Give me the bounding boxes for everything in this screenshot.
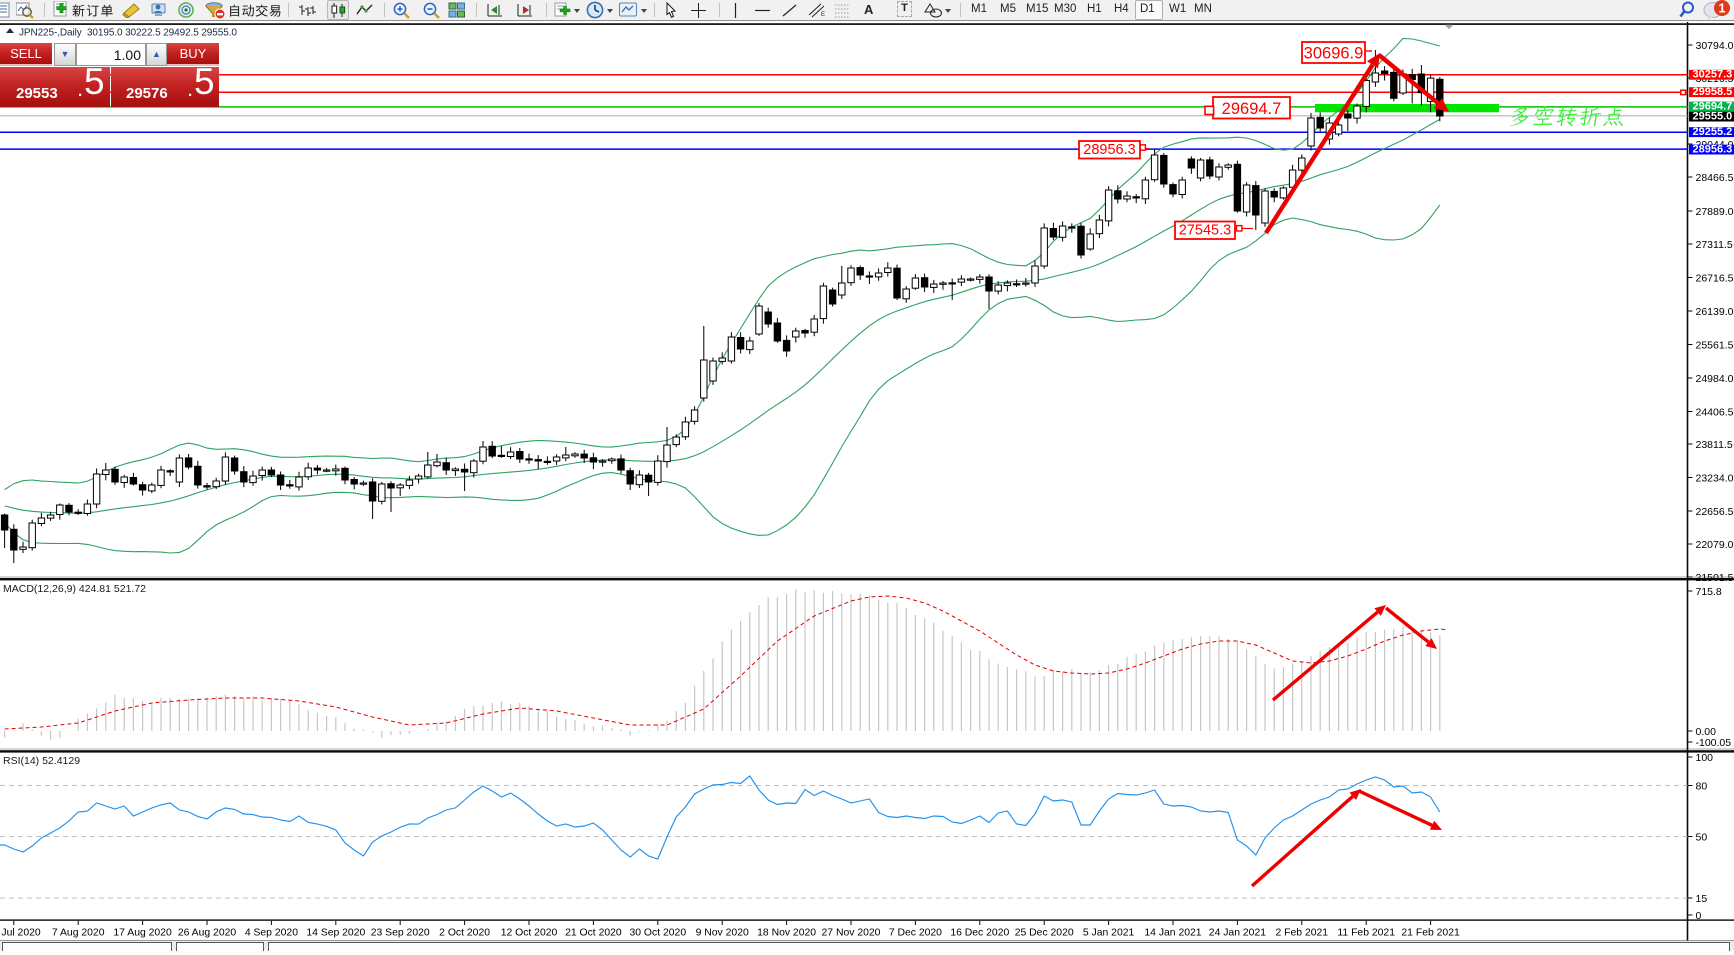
svg-text:-100.05: -100.05 <box>1696 737 1732 749</box>
svg-text:23234.0: 23234.0 <box>1696 473 1734 485</box>
svg-text:23 Sep 2020: 23 Sep 2020 <box>371 928 430 939</box>
svg-text:25561.5: 25561.5 <box>1696 340 1734 352</box>
svg-text:27889.0: 27889.0 <box>1696 206 1734 218</box>
svg-text:30 Oct 2020: 30 Oct 2020 <box>629 928 686 939</box>
svg-text:7 Aug 2020: 7 Aug 2020 <box>52 928 105 939</box>
svg-text:21 Oct 2020: 21 Oct 2020 <box>565 928 622 939</box>
svg-text:17 Aug 2020: 17 Aug 2020 <box>113 928 172 939</box>
svg-text:1: 1 <box>1718 1 1725 16</box>
svg-text:2 Oct 2020: 2 Oct 2020 <box>439 928 490 939</box>
svg-text:21 Feb 2021: 21 Feb 2021 <box>1401 928 1460 939</box>
svg-text:JPN225-,Daily 30195.0 30222.5: JPN225-,Daily 30195.0 30222.5 29492.5 29… <box>19 28 237 39</box>
svg-text:15: 15 <box>1696 893 1708 905</box>
svg-text:28956.3: 28956.3 <box>1083 142 1135 158</box>
svg-text:28466.5: 28466.5 <box>1696 172 1734 184</box>
svg-text:14 Sep 2020: 14 Sep 2020 <box>306 928 365 939</box>
svg-text:22079.0: 22079.0 <box>1696 539 1734 551</box>
svg-text:29555.0: 29555.0 <box>1693 110 1733 122</box>
svg-text:27 Nov 2020: 27 Nov 2020 <box>822 928 881 939</box>
svg-text:29694.7: 29694.7 <box>1222 100 1282 118</box>
svg-text:22656.5: 22656.5 <box>1696 506 1734 518</box>
svg-text:21501.5: 21501.5 <box>1696 572 1734 584</box>
svg-text:100: 100 <box>1696 752 1714 764</box>
svg-text:80: 80 <box>1696 781 1708 793</box>
svg-text:26 Aug 2020: 26 Aug 2020 <box>178 928 237 939</box>
svg-text:30696.9: 30696.9 <box>1304 45 1364 63</box>
svg-text:RSI(14) 52.4129: RSI(14) 52.4129 <box>3 755 80 767</box>
svg-text:29958.5: 29958.5 <box>1693 86 1733 98</box>
svg-text:29 Jul 2020: 29 Jul 2020 <box>0 928 41 939</box>
svg-text:26716.5: 26716.5 <box>1696 273 1734 285</box>
svg-text:14 Jan 2021: 14 Jan 2021 <box>1144 928 1201 939</box>
svg-text:7 Dec 2020: 7 Dec 2020 <box>889 928 942 939</box>
svg-text:0: 0 <box>1696 910 1702 922</box>
svg-text:24 Jan 2021: 24 Jan 2021 <box>1209 928 1266 939</box>
svg-text:23811.5: 23811.5 <box>1696 439 1733 451</box>
svg-text:29255.2: 29255.2 <box>1693 126 1733 138</box>
svg-text:16 Dec 2020: 16 Dec 2020 <box>950 928 1009 939</box>
svg-text:5 Jan 2021: 5 Jan 2021 <box>1083 928 1135 939</box>
svg-text:27311.5: 27311.5 <box>1696 239 1733 251</box>
svg-text:30794.0: 30794.0 <box>1696 40 1734 52</box>
svg-text:50: 50 <box>1696 832 1708 844</box>
svg-text:715.8: 715.8 <box>1696 586 1722 598</box>
svg-text:E: E <box>821 12 825 18</box>
svg-text:25 Dec 2020: 25 Dec 2020 <box>1015 928 1074 939</box>
svg-text:11 Feb 2021: 11 Feb 2021 <box>1337 928 1395 939</box>
svg-text:27545.3: 27545.3 <box>1179 223 1231 239</box>
svg-text:30257.3: 30257.3 <box>1693 69 1733 81</box>
svg-text:4 Sep 2020: 4 Sep 2020 <box>245 928 298 939</box>
svg-text:9 Nov 2020: 9 Nov 2020 <box>696 928 749 939</box>
svg-text:2 Feb 2021: 2 Feb 2021 <box>1276 928 1329 939</box>
svg-text:MACD(12,26,9) 424.81 521.72: MACD(12,26,9) 424.81 521.72 <box>3 583 146 595</box>
svg-text:24984.0: 24984.0 <box>1696 373 1734 385</box>
svg-text:26139.0: 26139.0 <box>1696 306 1734 318</box>
svg-text:12 Oct 2020: 12 Oct 2020 <box>501 928 558 939</box>
svg-text:24406.5: 24406.5 <box>1696 407 1734 419</box>
svg-text:18 Nov 2020: 18 Nov 2020 <box>757 928 816 939</box>
svg-text:28956.3: 28956.3 <box>1693 143 1733 155</box>
